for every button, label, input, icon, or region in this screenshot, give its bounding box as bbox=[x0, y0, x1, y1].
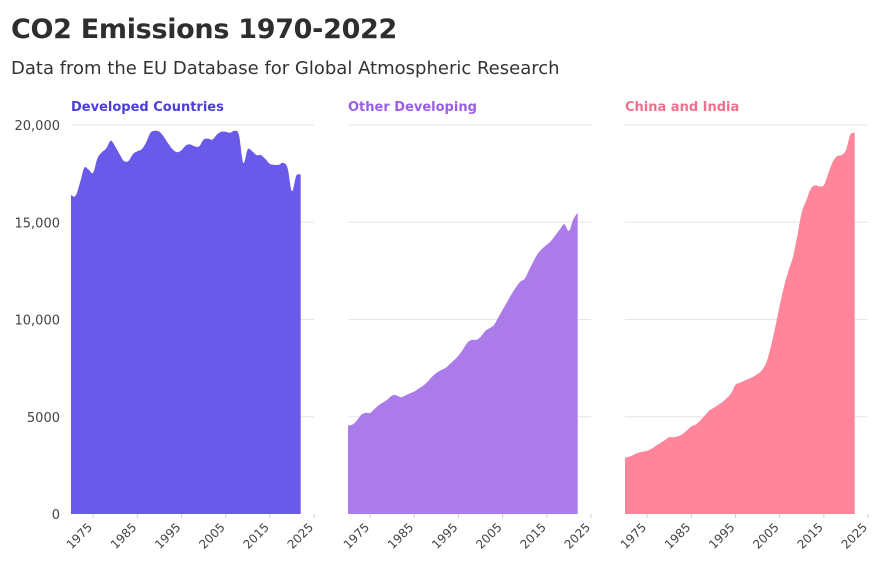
area-series bbox=[348, 212, 578, 514]
chart-subtitle: Data from the EU Database for Global Atm… bbox=[11, 58, 560, 79]
x-tick-label: 2025 bbox=[839, 520, 870, 551]
y-tick-label: 10,000 bbox=[15, 314, 61, 329]
x-tick-label: 2015 bbox=[794, 520, 825, 551]
x-tick-label: 1975 bbox=[341, 520, 372, 551]
x-tick-label: 1985 bbox=[662, 520, 693, 551]
x-tick-label: 1975 bbox=[64, 520, 95, 551]
x-tick-label: 2005 bbox=[473, 520, 504, 551]
x-tick-label: 2005 bbox=[196, 520, 227, 551]
x-tick-label: 2005 bbox=[750, 520, 781, 551]
panel-title: Developed Countries bbox=[71, 100, 224, 115]
panel-1: Developed Countries 0 5000 10,000 15,000 20,0… bbox=[15, 100, 317, 552]
y-tick-label: 20,000 bbox=[15, 119, 61, 134]
x-tick-label: 1995 bbox=[706, 520, 737, 551]
y-tick-label: 15,000 bbox=[15, 216, 61, 231]
x-tick-label: 1995 bbox=[429, 520, 460, 551]
area-series bbox=[625, 132, 855, 514]
x-tick-label: 2025 bbox=[562, 520, 593, 551]
x-tick-label: 1985 bbox=[385, 520, 416, 551]
x-tick-label: 1975 bbox=[618, 520, 649, 551]
x-tick-label: 2015 bbox=[240, 520, 271, 551]
y-tick-label: 5000 bbox=[27, 411, 60, 426]
x-tick-label: 1995 bbox=[152, 520, 183, 551]
panel-title: Other Developing bbox=[348, 100, 477, 115]
panel-3: China and India 1975 1985 1995 2005 2015 2025 bbox=[618, 100, 870, 552]
x-tick-label: 1985 bbox=[108, 520, 139, 551]
x-tick-label: 2025 bbox=[285, 520, 316, 551]
area-series bbox=[71, 130, 301, 514]
panel-2: Other Developing 1975 1985 1995 2005 2015 2025 bbox=[341, 100, 593, 552]
chart-title: CO2 Emissions 1970-2022 bbox=[11, 14, 398, 45]
panel-title: China and India bbox=[625, 100, 739, 115]
y-tick-label: 0 bbox=[52, 508, 60, 523]
x-tick-label: 2015 bbox=[517, 520, 548, 551]
